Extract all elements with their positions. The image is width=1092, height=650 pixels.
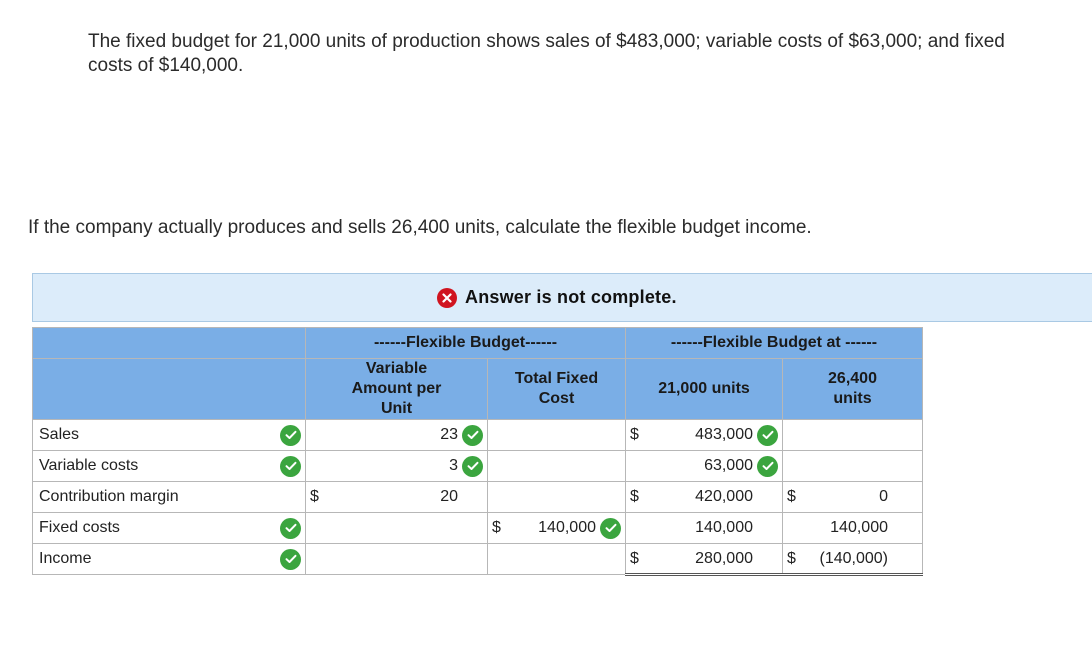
- dollar-sign: $: [787, 549, 796, 567]
- row-label-cell: Variable costs: [32, 450, 306, 482]
- units-b-cell[interactable]: 140,000: [782, 512, 923, 544]
- table-row: Contribution margin $ 20 $ 420,000 $ 0: [32, 481, 923, 513]
- dollar-sign: $: [787, 488, 796, 505]
- check-icon: [600, 517, 621, 539]
- header-blank-2: [32, 358, 306, 420]
- header-flexible-budget-at: ------Flexible Budget at ------: [625, 327, 923, 359]
- answer-status-banner: Answer is not complete.: [32, 273, 1092, 322]
- header-units-b: 26,400 units: [782, 358, 923, 420]
- dollar-sign: $: [630, 488, 639, 505]
- table-row: Fixed costs $ 140,000 140,000 140,000: [32, 512, 923, 544]
- variable-amount-cell[interactable]: [305, 543, 488, 575]
- header-units-a: 21,000 units: [625, 358, 783, 420]
- variable-amount-cell[interactable]: [305, 512, 488, 544]
- header-blank: [32, 327, 306, 359]
- units-a-cell[interactable]: $ 420,000: [625, 481, 783, 513]
- row-label-cell: Fixed costs: [32, 512, 306, 544]
- dollar-sign: $: [310, 488, 319, 505]
- units-a-cell[interactable]: $ 483,000: [625, 419, 783, 451]
- dollar-sign: $: [492, 519, 501, 536]
- header-units-b-text: 26,400 units: [828, 370, 877, 407]
- units-a-cell[interactable]: 140,000: [625, 512, 783, 544]
- row-label: Income: [39, 550, 92, 567]
- units-a-cell[interactable]: 63,000: [625, 450, 783, 482]
- units-b-value: (140,000): [819, 549, 889, 567]
- row-label-cell: Contribution margin: [32, 481, 306, 513]
- check-icon: [462, 424, 483, 446]
- total-fixed-cell[interactable]: $ 140,000: [487, 512, 626, 544]
- flexible-budget-table: ------Flexible Budget------ ------Flexib…: [32, 327, 923, 576]
- dollar-sign: $: [630, 549, 639, 567]
- units-b-cell[interactable]: $ (140,000): [782, 543, 923, 576]
- variable-amount-value: 23: [440, 426, 458, 443]
- row-label-cell: Sales: [32, 419, 306, 451]
- table-row: Sales 23 $ 483,000: [32, 419, 923, 451]
- units-b-cell[interactable]: [782, 450, 923, 482]
- units-b-value: 0: [879, 488, 888, 505]
- units-b-cell[interactable]: $ 0: [782, 481, 923, 513]
- units-a-value: 420,000: [695, 488, 753, 505]
- table-row: Variable costs 3 63,000: [32, 450, 923, 482]
- variable-amount-value: 20: [440, 488, 458, 505]
- variable-amount-cell[interactable]: 3: [305, 450, 488, 482]
- header-variable-amount-text: Variable Amount per Unit: [351, 360, 442, 417]
- x-circle-icon: [437, 287, 457, 308]
- check-icon: [280, 455, 301, 477]
- variable-amount-value: 3: [449, 457, 458, 474]
- problem-statement: The fixed budget for 21,000 units of pro…: [88, 31, 1005, 76]
- check-icon: [462, 455, 483, 477]
- units-b-cell[interactable]: [782, 419, 923, 451]
- variable-amount-cell[interactable]: $ 20: [305, 481, 488, 513]
- units-a-value: 140,000: [695, 519, 753, 536]
- total-fixed-cell[interactable]: [487, 481, 626, 513]
- row-label: Fixed costs: [39, 519, 120, 536]
- total-fixed-cell[interactable]: [487, 419, 626, 451]
- check-icon: [280, 517, 301, 539]
- header-total-fixed: Total Fixed Cost: [487, 358, 626, 420]
- row-label-cell: Income: [32, 543, 306, 575]
- units-a-value: 483,000: [695, 426, 753, 443]
- row-label: Variable costs: [39, 457, 139, 474]
- units-a-value: 280,000: [695, 549, 753, 567]
- units-a-cell[interactable]: $ 280,000: [625, 543, 783, 576]
- check-icon: [757, 455, 778, 477]
- answer-status-text: Answer is not complete.: [465, 287, 677, 307]
- row-label: Sales: [39, 426, 80, 443]
- total-fixed-cell[interactable]: [487, 450, 626, 482]
- units-b-value: 140,000: [830, 519, 888, 536]
- row-label: Contribution margin: [39, 488, 179, 505]
- check-icon: [757, 424, 778, 446]
- header-variable-amount: Variable Amount per Unit: [305, 358, 488, 420]
- variable-amount-cell[interactable]: 23: [305, 419, 488, 451]
- check-icon: [280, 548, 301, 570]
- table-row: Income $ 280,000 $ (140,000): [32, 543, 923, 576]
- header-flexible-budget: ------Flexible Budget------: [305, 327, 626, 359]
- units-a-value: 63,000: [704, 457, 753, 474]
- total-fixed-cell[interactable]: [487, 543, 626, 575]
- header-total-fixed-text: Total Fixed Cost: [514, 370, 599, 407]
- total-fixed-value: 140,000: [538, 519, 596, 536]
- question-text: If the company actually produces and sel…: [28, 217, 812, 238]
- check-icon: [280, 424, 301, 446]
- dollar-sign: $: [630, 426, 639, 443]
